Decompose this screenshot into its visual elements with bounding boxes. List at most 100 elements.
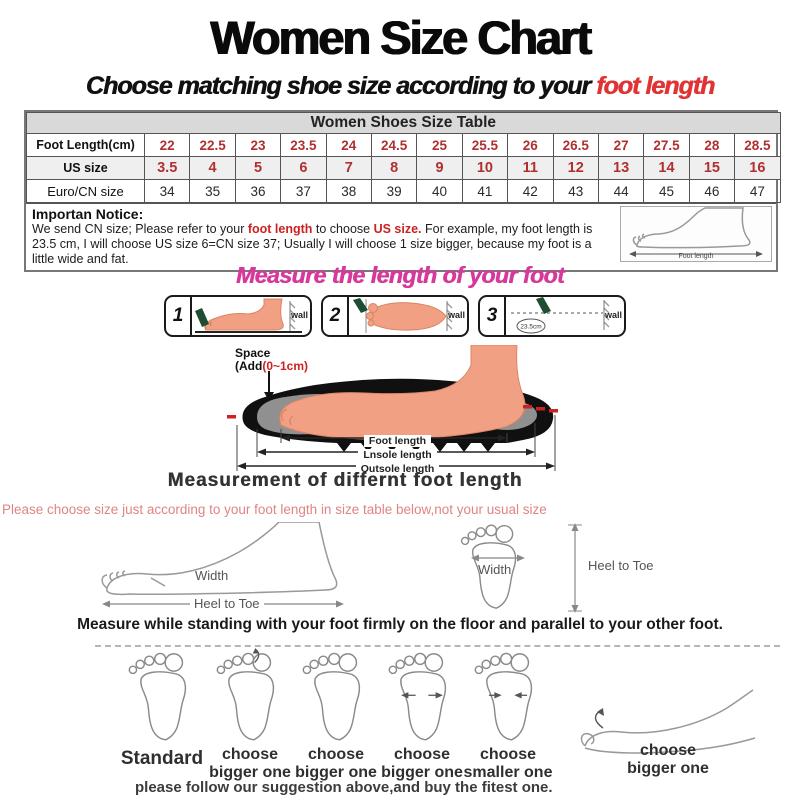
size-cell: 24.5 — [370, 133, 418, 157]
sole-measure-diagram: Space (Add(0~1cm) Foot length Lnsole len… — [225, 345, 570, 475]
subtitle-text: Choose matching shoe size according to y… — [85, 72, 597, 100]
space-add: (Add(0~1cm) — [235, 358, 309, 373]
table-title-row: Women Shoes Size Table — [26, 112, 781, 134]
fit-label-line: bigger one — [381, 763, 463, 781]
fit-label-line: bigger one — [209, 763, 291, 781]
fit-label-line: smaller one — [463, 763, 553, 781]
step-number: 1 — [166, 297, 192, 335]
subtitle-highlight: foot length — [596, 72, 715, 100]
fit-label-bigger-4: choose bigger one — [612, 742, 724, 778]
size-cell: 36 — [234, 179, 282, 203]
size-cell: 46 — [688, 179, 736, 203]
size-cell: 5 — [234, 156, 282, 180]
size-cell: 11 — [507, 156, 554, 180]
notice-us-size: US size. — [373, 222, 422, 236]
toe-alignment-dashed-line — [95, 645, 780, 647]
size-cell: 6 — [280, 156, 327, 180]
size-cell: 25 — [416, 133, 463, 157]
size-cell: 9 — [416, 156, 463, 180]
fit-label-bigger-2: choose bigger one — [280, 746, 392, 782]
foot-side-sketch-icon — [629, 207, 763, 257]
foot-side-curled-icon — [580, 689, 756, 754]
size-cell: 23.5 — [280, 133, 327, 157]
fit-foot-standard — [118, 648, 206, 748]
fit-label-line: bigger one — [295, 763, 377, 781]
sole-caption: Measurement of differnt foot length — [167, 470, 523, 491]
size-cell: 34 — [143, 179, 191, 203]
notice-seg: to choose — [312, 222, 374, 236]
fit-label-line: choose — [479, 746, 536, 763]
size-cell: 35 — [189, 179, 236, 203]
size-cell: 42 — [507, 179, 554, 203]
size-cell: 26.5 — [552, 133, 599, 157]
table-row: Euro/CN size 34 35 36 37 38 39 40 41 42 43 44 45 46 47 — [26, 179, 781, 203]
table-title: Women Shoes Size Table — [26, 112, 781, 134]
notice-heading: Importan Notice: — [32, 206, 144, 222]
size-cell: 25.5 — [461, 133, 509, 157]
fit-label-bigger-3: choose bigger one — [366, 746, 478, 782]
size-cell: 41 — [461, 179, 509, 203]
size-cell: 27.5 — [643, 133, 690, 157]
size-cell: 14 — [643, 156, 690, 180]
size-cell: 28 — [688, 133, 736, 157]
size-cell: 23 — [234, 133, 282, 157]
size-note: Please choose size just according to you… — [2, 502, 547, 517]
measure-heading: Measure the length of your foot — [235, 262, 565, 288]
measure-step-2: 2 wall — [321, 295, 469, 337]
size-cell: 24 — [325, 133, 372, 157]
fit-label-line: choose — [639, 742, 696, 759]
footprint-icon — [474, 652, 533, 741]
size-cell: 13 — [597, 156, 645, 180]
subtitle: Choose matching shoe size according to y… — [0, 72, 800, 101]
size-table: Women Shoes Size Table Foot Length(cm) 22… — [26, 112, 781, 203]
foot-length-label: Foot length — [363, 435, 432, 447]
standing-note: Measure while standing with your foot fi… — [77, 616, 723, 633]
step2-foot-top-icon — [353, 298, 453, 333]
size-cell: 10 — [461, 156, 509, 180]
step-number: 2 — [323, 297, 349, 335]
footprint-outline-icon — [460, 523, 582, 613]
size-cell: 15 — [688, 156, 736, 180]
fit-label-line: Standard — [120, 748, 204, 769]
fit-label-line: choose — [393, 746, 450, 763]
step-number: 3 — [480, 297, 506, 335]
measurement-label: 23.5cm — [520, 324, 541, 331]
heel-to-toe-label: Heel to Toe — [588, 558, 654, 573]
measure-step-3: 3 23.5cm wall — [478, 295, 626, 337]
size-cell: 47 — [734, 179, 781, 203]
size-cell: 28.5 — [734, 133, 781, 157]
foot-length-diagram: Foot length — [620, 206, 772, 262]
heel-to-toe-label: Heel to Toe — [190, 596, 264, 611]
space-word: Space — [235, 346, 271, 360]
row-label: US size — [26, 156, 145, 180]
size-cell: 27 — [597, 133, 645, 157]
size-cell: 4 — [189, 156, 236, 180]
footprint-icon — [302, 652, 361, 741]
fit-label-line: choose — [221, 746, 278, 763]
notice-seg: For example, my foot length is 23.5 cm, … — [32, 222, 593, 266]
step3-measure-line-icon: 23.5cm — [511, 297, 610, 334]
fit-footer-note: please follow our suggestion above,and b… — [135, 779, 553, 796]
add-word: (Add — [235, 358, 263, 373]
size-cell: 22.5 — [189, 133, 236, 157]
footprint-icon — [216, 648, 275, 741]
size-cell: 8 — [370, 156, 418, 180]
notice-seg: We send CN size; Please refer to your — [32, 222, 248, 236]
width-label: Width — [478, 562, 512, 577]
add-range: (0~1cm) — [262, 358, 309, 373]
footprint-icon — [388, 652, 447, 741]
fit-label-smaller: choose smaller one — [452, 746, 564, 782]
notice-foot-length: foot length — [247, 222, 313, 236]
foot-length-row: Foot length — [225, 431, 570, 449]
fit-foot-long-second-toe — [206, 648, 294, 748]
insole-length-row: Lnsole length — [225, 445, 570, 463]
table-row: US size 3.5 4 5 6 7 8 9 10 11 12 13 14 15 16 — [26, 156, 781, 180]
table-row: Foot Length(cm) 22 22.5 23 23.5 24 24.5 25 25.5 2… — [26, 133, 781, 157]
size-cell: 45 — [643, 179, 690, 203]
important-notice: Importan Notice: We send CN size; Please… — [26, 203, 776, 270]
foot-length-label: Foot length — [678, 253, 714, 260]
size-table-box: Women Shoes Size Table Foot Length(cm) 22… — [24, 110, 781, 272]
size-cell: 37 — [280, 179, 327, 203]
size-cell: 22 — [143, 133, 191, 157]
